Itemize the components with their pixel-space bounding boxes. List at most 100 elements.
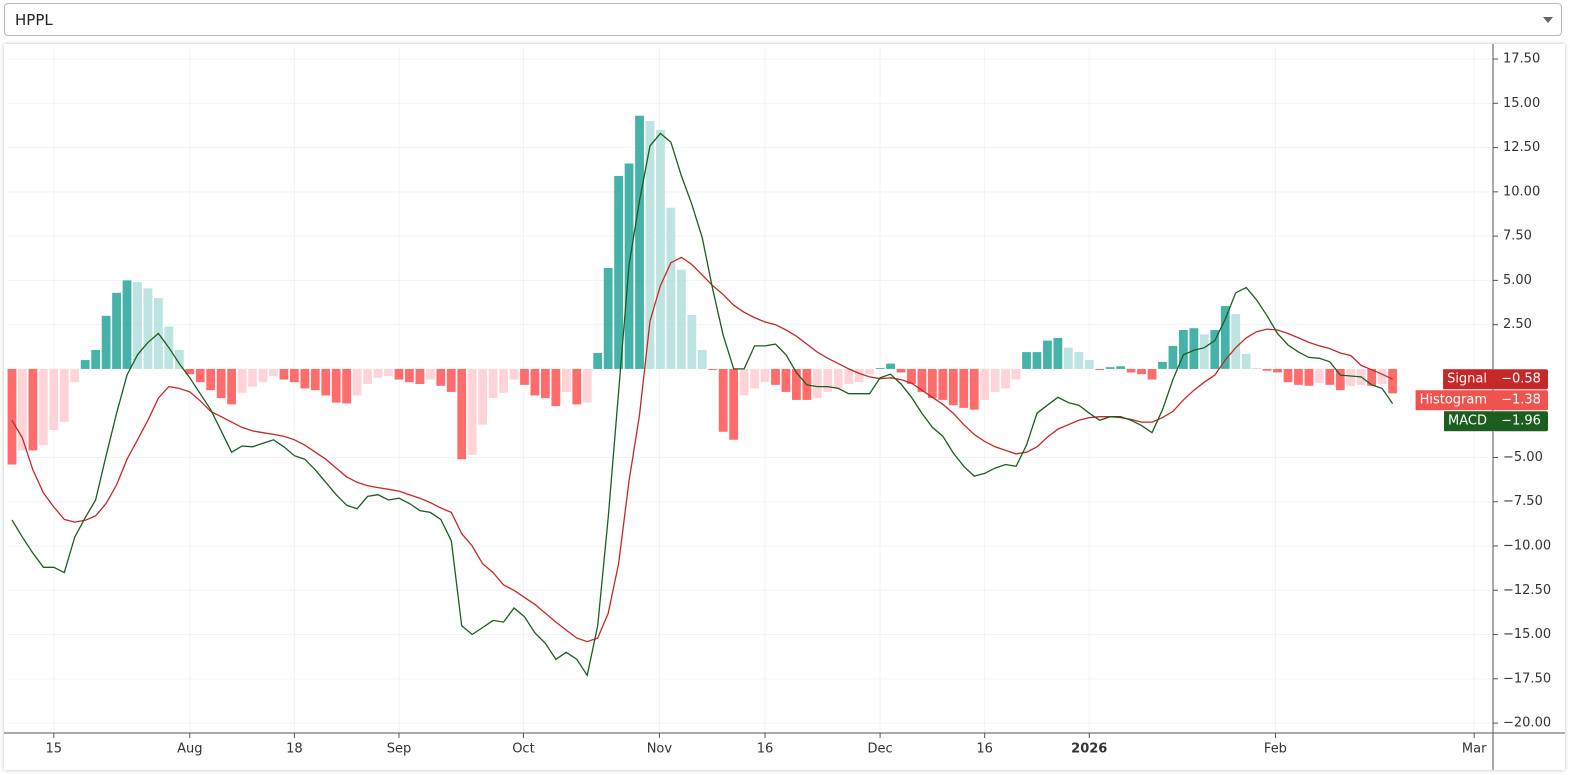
histogram-bar <box>927 368 937 399</box>
histogram-bar <box>1346 368 1356 386</box>
select-arrow <box>1543 17 1553 23</box>
histogram-bar <box>1043 340 1052 369</box>
histogram-bar <box>227 368 237 405</box>
histogram-bar <box>729 368 739 440</box>
grid <box>8 47 1493 733</box>
histogram-bar <box>38 368 48 446</box>
last-value-label: −1.96 <box>1501 414 1541 429</box>
histogram-bar <box>917 368 927 392</box>
histogram-bar <box>7 368 17 465</box>
histogram-bar <box>781 368 791 392</box>
histogram-bar <box>1283 368 1293 383</box>
x-tick-label: Feb <box>1264 742 1287 757</box>
histogram-bar <box>185 368 195 375</box>
lines <box>11 132 1394 677</box>
histogram-bar <box>530 368 540 396</box>
histogram-bar <box>1241 353 1251 369</box>
y-tick-label: 5.00 <box>1503 273 1532 288</box>
histogram-bar <box>405 368 414 383</box>
histogram-bar <box>1294 368 1303 385</box>
histogram-bar <box>342 368 352 404</box>
histogram-bar <box>269 368 278 377</box>
last-value-tag: Signal −0.58 <box>1443 369 1548 390</box>
series-name-label: MACD <box>1448 414 1487 429</box>
histogram-bar <box>697 349 707 369</box>
histogram-bar <box>457 368 467 460</box>
x-tick-label: Sep <box>387 742 412 757</box>
chart-panel: 17.50 15.00 12.50 10.00 7.50 5.00 2.50 −5.00 −7.… <box>4 44 1565 770</box>
histogram-bar <box>478 368 488 425</box>
x-tick-label: Nov <box>647 742 673 757</box>
histogram-bar <box>718 368 728 432</box>
value-box <box>1493 390 1548 411</box>
histogram-bar <box>101 315 111 369</box>
x-tick-label: 16 <box>976 742 993 757</box>
histogram-bar <box>938 368 948 400</box>
x-tick-label: Dec <box>868 742 893 757</box>
histogram-bar <box>603 267 613 369</box>
histogram-bar <box>467 368 477 455</box>
histogram-bar <box>1084 360 1094 369</box>
histogram-bar <box>1189 328 1199 369</box>
select-value: HPPL <box>15 11 53 29</box>
value-box <box>1493 411 1548 432</box>
histogram-bar <box>279 368 289 380</box>
histogram-bar <box>49 368 59 431</box>
histogram-bar <box>823 368 833 392</box>
histogram-bar <box>1074 352 1084 369</box>
histogram-bar <box>1273 368 1282 373</box>
y-tick-label: 2.50 <box>1503 317 1532 332</box>
histogram-bar <box>1022 352 1031 369</box>
histogram-bar <box>1147 368 1157 380</box>
histogram-bar <box>363 368 372 384</box>
histogram-bar <box>896 368 906 373</box>
y-tick-label: −10.00 <box>1503 539 1551 554</box>
last-value-tag: Histogram −1.38 <box>1415 390 1548 411</box>
histogram-bar <box>990 368 1000 392</box>
histogram-bar <box>237 368 247 393</box>
x-tick-label: 18 <box>286 742 303 757</box>
histogram-bar <box>959 368 969 408</box>
histogram-bar <box>331 368 341 403</box>
histogram-bar <box>1179 329 1188 369</box>
y-tick-label: −7.50 <box>1503 494 1543 509</box>
histogram-bar <box>425 368 435 380</box>
histogram-bar <box>739 368 749 396</box>
x-tick-label: Mar <box>1462 742 1487 757</box>
histogram-bar <box>59 368 69 423</box>
histogram-bar <box>499 368 508 393</box>
chart: 17.50 15.00 12.50 10.00 7.50 5.00 2.50 −5.00 −7.… <box>4 44 1565 770</box>
histogram-bar <box>133 282 142 369</box>
histogram-bar <box>1063 347 1073 369</box>
histogram-bar <box>1220 306 1230 369</box>
y-tick-label: −17.50 <box>1503 671 1551 686</box>
series-name-box <box>1444 411 1493 432</box>
histogram-bar <box>907 368 916 384</box>
histogram-bar <box>1231 314 1241 369</box>
histogram-bar <box>771 368 780 385</box>
histogram-bar <box>1304 368 1314 386</box>
histogram-bar <box>676 269 686 369</box>
histogram-bar <box>812 368 822 399</box>
histogram-bar <box>792 368 801 400</box>
histogram-bar <box>750 368 759 389</box>
histogram <box>7 115 1397 465</box>
histogram-bar <box>80 360 90 369</box>
y-tick-label: −20.00 <box>1503 716 1551 731</box>
histogram-bar <box>656 129 665 369</box>
histogram-bar <box>1001 368 1010 389</box>
histogram-bar <box>384 368 393 377</box>
histogram-bar <box>1168 345 1178 369</box>
histogram-bar <box>708 368 718 370</box>
symbol-select[interactable]: HPPL <box>4 3 1562 36</box>
histogram-bar <box>373 368 383 378</box>
histogram-bar <box>1032 352 1042 369</box>
histogram-bar <box>1126 368 1136 373</box>
x-tick-label: Oct <box>512 742 534 757</box>
histogram-bar <box>1377 368 1387 384</box>
last-value-label: −1.38 <box>1501 393 1541 408</box>
last-value-label: −0.58 <box>1501 372 1541 387</box>
histogram-bar <box>310 368 320 391</box>
x-tick-label: 16 <box>757 742 774 757</box>
